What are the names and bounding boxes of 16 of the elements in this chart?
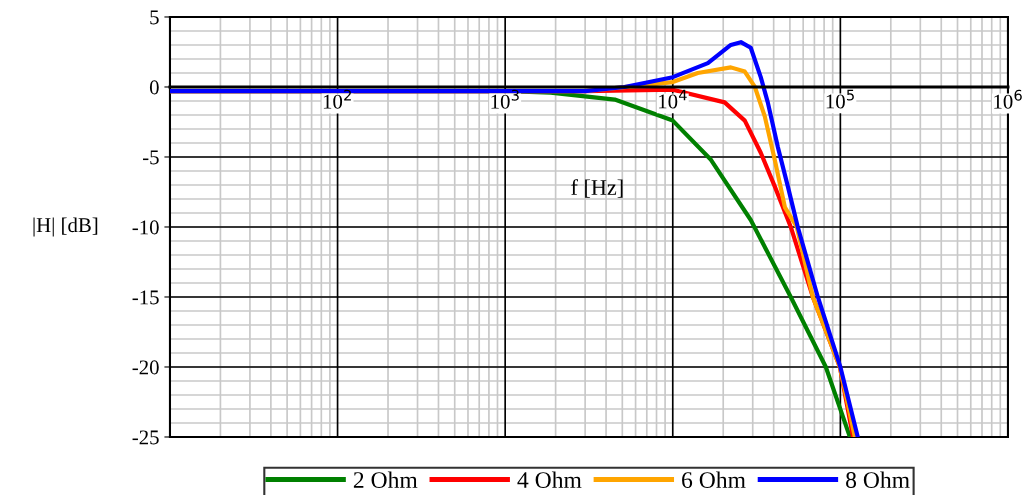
y-tick-label: -10 bbox=[132, 220, 159, 235]
legend-label: 4 Ohm bbox=[517, 471, 582, 488]
y-axis-title: |H| [dB] bbox=[33, 217, 98, 237]
y-tick-label: -20 bbox=[132, 360, 159, 375]
x-axis-title: f [Hz] bbox=[571, 179, 623, 198]
y-tick-label: 5 bbox=[150, 10, 159, 25]
x-tick-label: 10$^{5}$ bbox=[826, 89, 854, 109]
x-tick-label: 10$^{3}$ bbox=[491, 89, 519, 109]
y-tick-label: -5 bbox=[142, 150, 159, 165]
y-tick-label: -15 bbox=[132, 290, 159, 305]
y-tick-label: -25 bbox=[132, 430, 159, 445]
legend-label: 2 Ohm bbox=[353, 471, 418, 488]
y-tick-label: 0 bbox=[149, 80, 159, 95]
x-tick-label: 10$^{6}$ bbox=[994, 89, 1022, 109]
legend-label: 8 Ohm bbox=[846, 471, 910, 488]
legend-label: 6 Ohm bbox=[682, 471, 746, 488]
